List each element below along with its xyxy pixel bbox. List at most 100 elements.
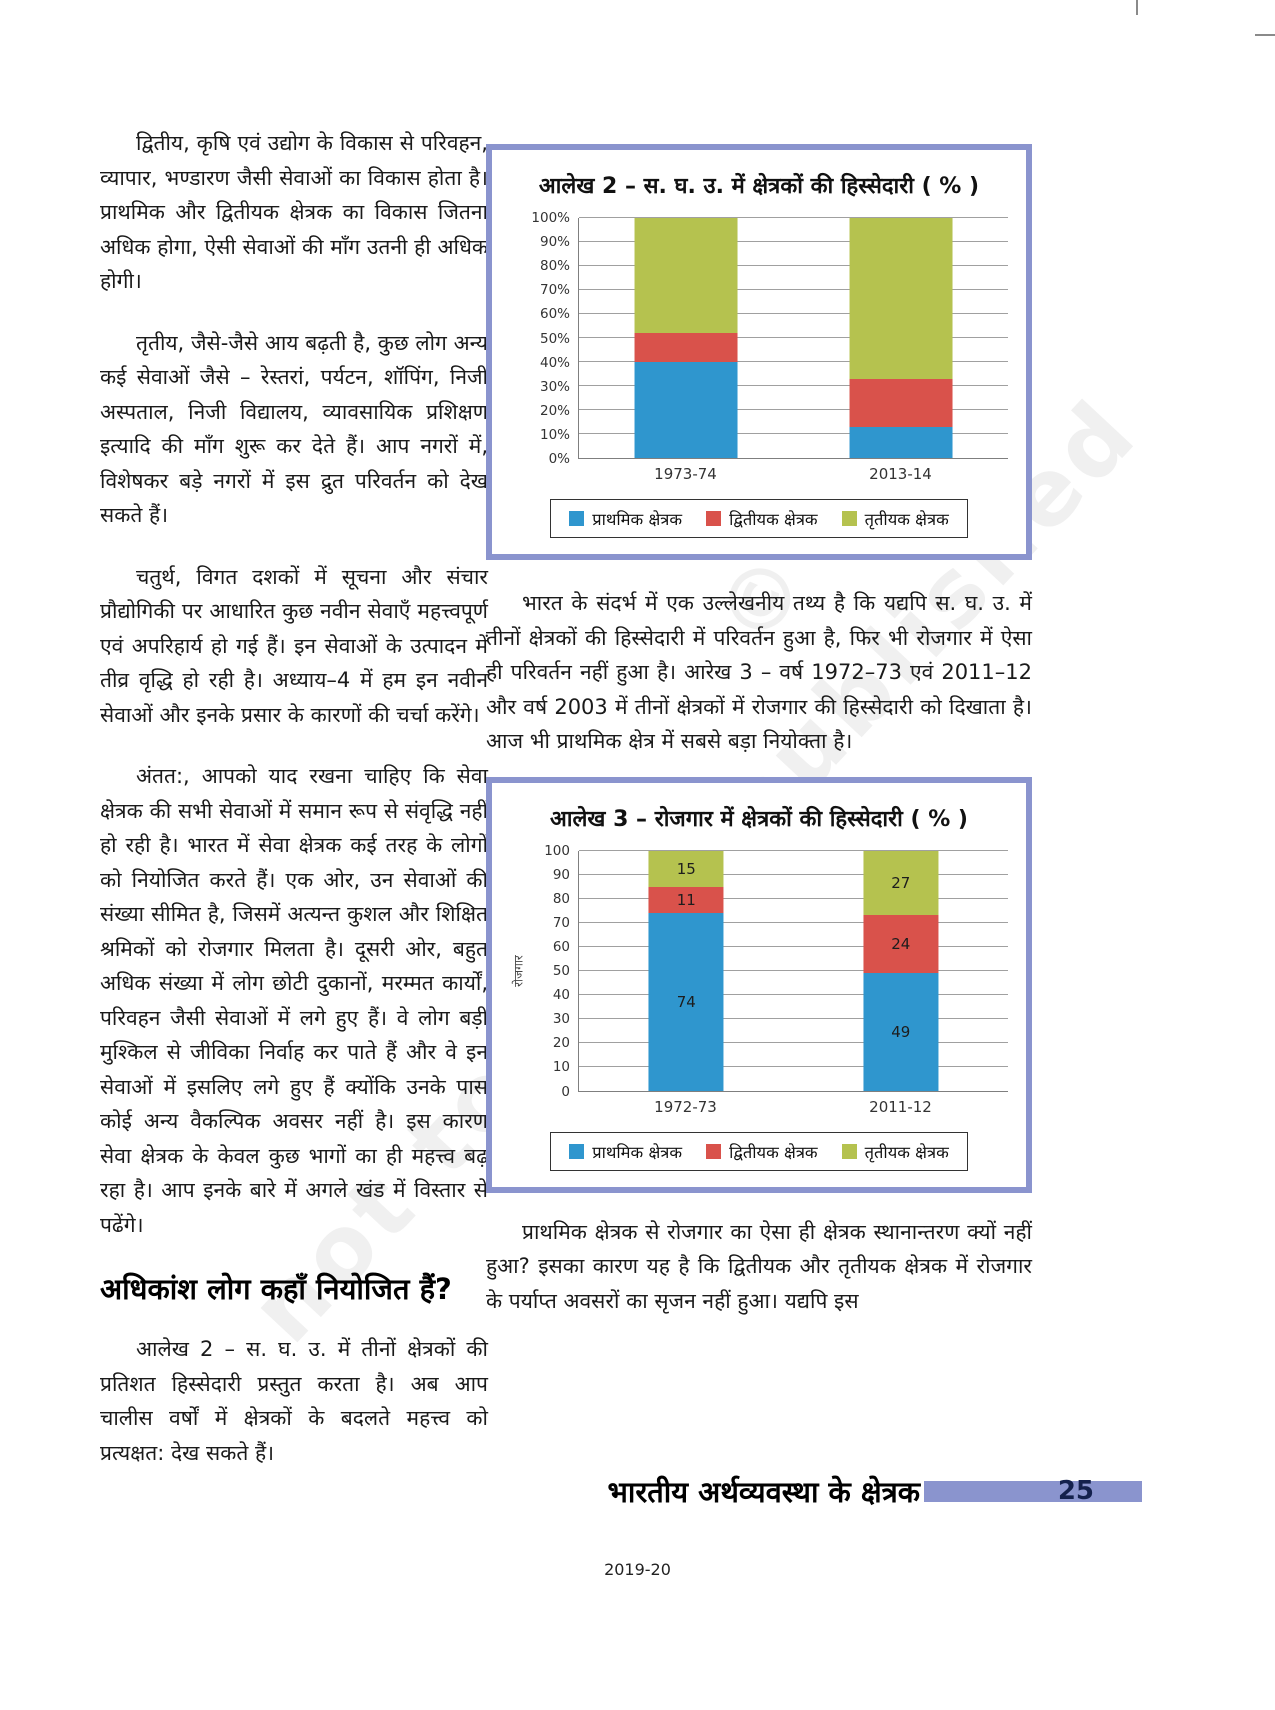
paragraph-fourthly: चतुर्थ, विगत दशकों में सूचना और संचार प्… bbox=[100, 564, 488, 727]
legend-swatch bbox=[569, 1143, 585, 1159]
stacked-bar-1973-74 bbox=[634, 218, 738, 458]
chapter-title: भारतीय अर्थव्यवस्था के क्षेत्रक bbox=[607, 1475, 920, 1509]
chart-gdp-share-box: आलेख 2 – स. घ. उ. में क्षेत्रकों की हिस्… bbox=[486, 144, 1032, 560]
chart-gdp-share-title: आलेख 2 – स. घ. उ. में क्षेत्रकों की हिस्… bbox=[538, 174, 980, 199]
y-tick-label: 50% bbox=[539, 330, 570, 347]
legend-item: द्वितीयक क्षेत्रक bbox=[706, 507, 818, 530]
y-tick-label: 10% bbox=[539, 426, 570, 443]
gridline bbox=[579, 337, 1008, 338]
legend-swatch bbox=[706, 511, 722, 526]
legend-label: प्राथमिक क्षेत्रक bbox=[592, 510, 683, 529]
paragraph-finally: अंतत:, आपको याद रखना चाहिए कि सेवा क्षेत… bbox=[100, 764, 488, 1237]
y-tick-label: 100% bbox=[531, 210, 570, 226]
left-text-column: द्वितीय, कृषि एवं उद्योग के विकास से परि… bbox=[100, 126, 488, 1497]
stacked-bar-2013-14 bbox=[849, 218, 953, 458]
page-number: 25 bbox=[1057, 1476, 1094, 1506]
legend-label: द्वितीयक क्षेत्रक bbox=[729, 510, 818, 529]
gridline bbox=[579, 313, 1008, 314]
bar-segment: 15 bbox=[648, 850, 724, 887]
y-tick-label: 10 bbox=[552, 1059, 570, 1076]
y-tick-label: 0% bbox=[548, 451, 570, 467]
gridline bbox=[579, 361, 1008, 362]
stacked-bar-1972-73: 74 11 15 bbox=[648, 850, 724, 1091]
y-tick-label: 40% bbox=[539, 354, 570, 371]
chart-plot bbox=[578, 217, 1008, 459]
y-tick-label: 100 bbox=[544, 842, 570, 859]
legend-swatch bbox=[706, 1143, 722, 1159]
y-tick-label: 0 bbox=[561, 1083, 570, 1100]
chart-employment-share-area: रोजगार 0 10 20 30 40 50 60 70 80 90 100 74 11 15 49 24… bbox=[510, 843, 1008, 1100]
chart-employment-share-box: आलेख 3 – रोजगार में क्षेत्रकों की हिस्से… bbox=[486, 776, 1032, 1193]
legend-item: तृतीयक क्षेत्रक bbox=[841, 507, 949, 530]
bar-segment bbox=[849, 218, 953, 379]
x-tick-label: 2011-12 bbox=[869, 1097, 932, 1116]
y-tick-label: 70% bbox=[539, 282, 570, 299]
x-tick-label: 1972-73 bbox=[654, 1097, 717, 1116]
edition-year: 2019-20 bbox=[604, 1560, 671, 1579]
legend-label: प्राथमिक क्षेत्रक bbox=[592, 1142, 683, 1162]
gridline bbox=[579, 969, 1008, 971]
gridline bbox=[579, 921, 1008, 923]
legend-item: प्राथमिक क्षेत्रक bbox=[569, 507, 682, 530]
legend-item: प्राथमिक क्षेत्रक bbox=[569, 1140, 682, 1163]
gridline bbox=[579, 1065, 1008, 1067]
legend-swatch bbox=[841, 511, 857, 526]
bar-segment: 24 bbox=[863, 915, 939, 973]
y-tick-label: 20% bbox=[539, 402, 570, 419]
stacked-bar-2011-12: 49 24 27 bbox=[863, 850, 939, 1091]
x-axis-labels: 1972-73 2011-12 bbox=[578, 1096, 1008, 1122]
gridline bbox=[579, 849, 1008, 851]
gridline bbox=[579, 265, 1008, 266]
chart-legend: प्राथमिक क्षेत्रक द्वितीयक क्षेत्रक तृतीयक… bbox=[550, 1131, 968, 1171]
paragraph-secondly: द्वितीय, कृषि एवं उद्योग के विकास से परि… bbox=[100, 131, 488, 293]
legend-swatch bbox=[569, 511, 585, 526]
y-axis-label-wrap: रोजगार bbox=[510, 851, 526, 1092]
gridline bbox=[579, 993, 1008, 995]
legend-item: द्वितीयक क्षेत्रक bbox=[706, 1140, 818, 1163]
x-tick-label: 2013-14 bbox=[869, 465, 932, 483]
bar-segment: 74 bbox=[648, 912, 724, 1091]
page-footer: भारतीय अर्थव्यवस्था के क्षेत्रक 25 bbox=[486, 1472, 1142, 1511]
gridline bbox=[579, 289, 1008, 290]
gridline bbox=[579, 241, 1008, 242]
gridline bbox=[579, 409, 1008, 410]
y-tick-label: 90 bbox=[552, 866, 570, 883]
legend-swatch bbox=[841, 1143, 857, 1159]
x-tick-label: 1973-74 bbox=[654, 465, 717, 483]
y-tick-label: 80 bbox=[552, 890, 570, 907]
bar-segment bbox=[634, 362, 738, 458]
legend-label: द्वितीयक क्षेत्रक bbox=[729, 1142, 818, 1162]
crop-mark-horizontal bbox=[1255, 34, 1275, 36]
y-axis-ticks: 0 10 20 30 40 50 60 70 80 90 100 bbox=[526, 843, 578, 1100]
y-tick-label: 20 bbox=[552, 1035, 570, 1052]
paragraph-employment-shift: प्राथमिक क्षेत्रक से रोजगार का ऐसा ही क्… bbox=[486, 1219, 1032, 1313]
section-heading: अधिकांश लोग कहाँ नियोजित हैं? bbox=[100, 1272, 452, 1306]
gridline bbox=[579, 897, 1008, 899]
x-axis-labels: 1973-74 2013-14 bbox=[578, 463, 1008, 489]
chart-legend: प्राथमिक क्षेत्रक द्वितीयक क्षेत्रक तृतीयक… bbox=[550, 499, 968, 538]
chart-employment-share-title: आलेख 3 – रोजगार में क्षेत्रकों की हिस्से… bbox=[550, 806, 968, 832]
y-tick-label: 40 bbox=[552, 987, 570, 1004]
paragraph-graph2-intro: आलेख 2 – स. घ. उ. में तीनों क्षेत्रकों क… bbox=[100, 1337, 488, 1465]
gridline bbox=[579, 1041, 1008, 1043]
y-axis-label: रोजगार bbox=[511, 955, 526, 987]
crop-mark-vertical bbox=[1136, 0, 1138, 15]
gridline bbox=[579, 433, 1008, 434]
y-axis-label-wrap bbox=[510, 218, 526, 459]
y-tick-label: 90% bbox=[539, 234, 570, 251]
legend-item: तृतीयक क्षेत्रक bbox=[841, 1140, 949, 1163]
gridline bbox=[579, 873, 1008, 875]
y-axis-ticks: 0% 10% 20% 30% 40% 50% 60% 70% 80% 90% 100% bbox=[526, 210, 578, 467]
bar-segment bbox=[634, 218, 738, 334]
y-tick-label: 60% bbox=[539, 306, 570, 323]
paragraph-thirdly: तृतीय, जैसे-जैसे आय बढ़ती है, कुछ लोग अन… bbox=[100, 330, 488, 528]
bar-segment: 27 bbox=[863, 850, 939, 916]
bar-segment: 49 bbox=[863, 972, 939, 1091]
y-tick-label: 30% bbox=[539, 378, 570, 395]
legend-label: तृतीयक क्षेत्रक bbox=[864, 510, 949, 529]
y-tick-label: 80% bbox=[539, 258, 570, 275]
gridline bbox=[579, 1017, 1008, 1019]
right-column: आलेख 2 – स. घ. उ. में क्षेत्रकों की हिस्… bbox=[486, 144, 1032, 1336]
gridline bbox=[579, 385, 1008, 386]
paragraph-india-fact: भारत के संदर्भ में एक उल्लेखनीय तथ्य है … bbox=[486, 591, 1032, 753]
